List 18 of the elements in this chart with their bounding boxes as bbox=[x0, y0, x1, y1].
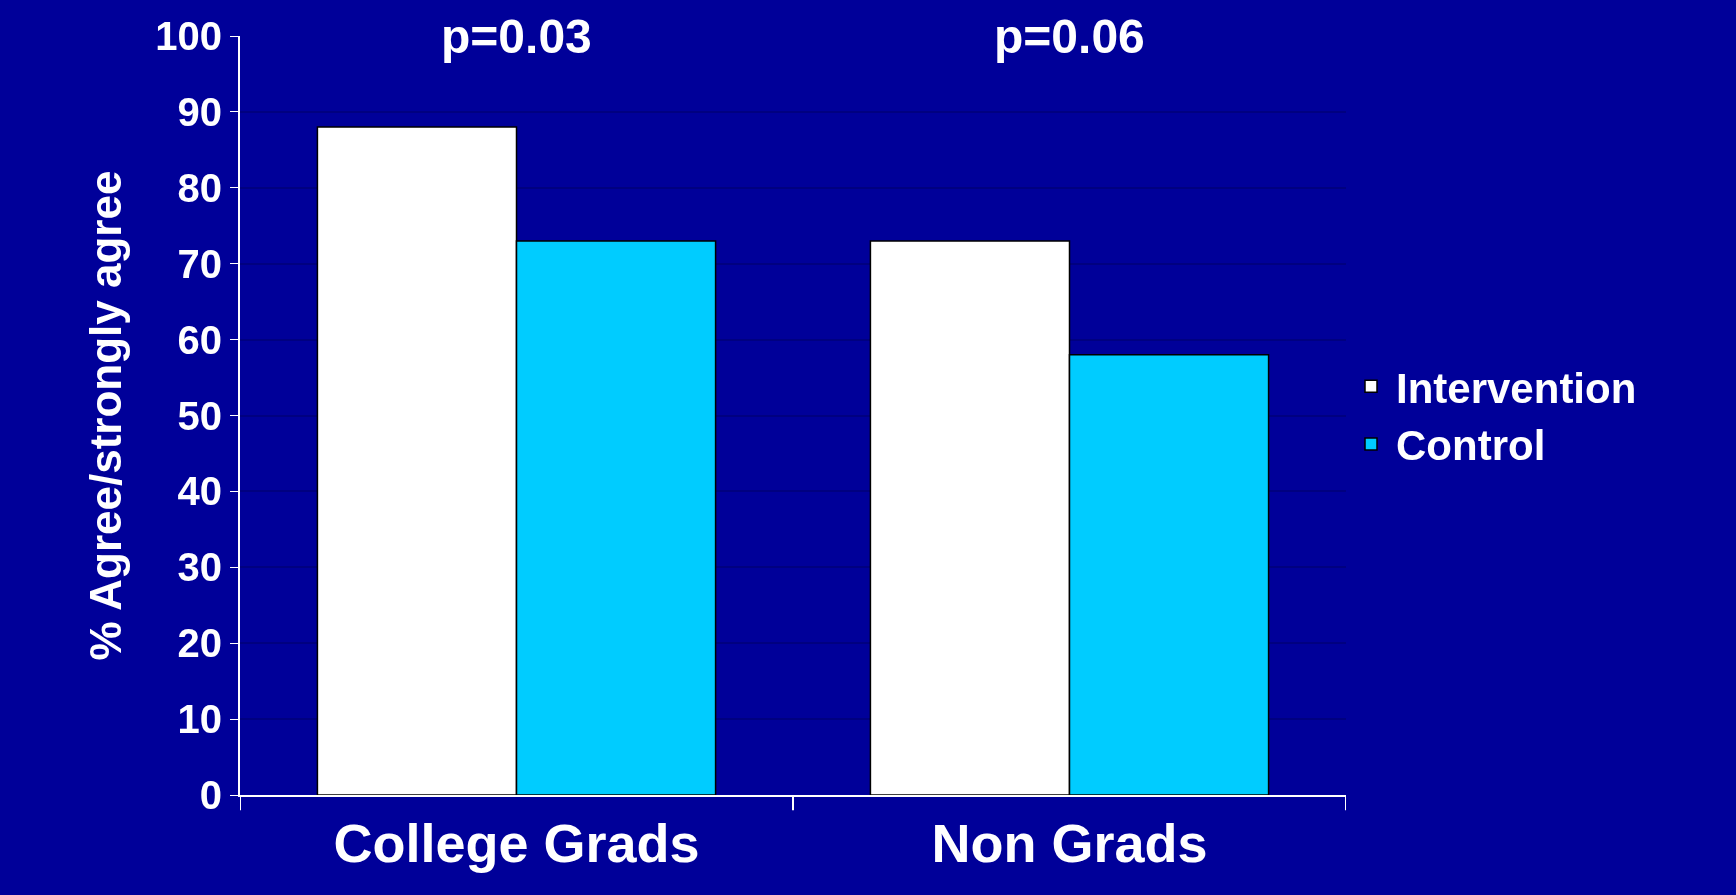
y-tick-label: 60 bbox=[177, 317, 222, 362]
y-tick-label: 100 bbox=[155, 14, 222, 58]
legend-label: Control bbox=[1396, 422, 1546, 470]
legend-label: Intervention bbox=[1396, 364, 1637, 412]
y-tick-label: 0 bbox=[199, 773, 222, 817]
annotation: p=0.06 bbox=[994, 10, 1145, 63]
y-axis-title: % Agree/strongly agree bbox=[80, 170, 130, 661]
y-tick-label: 70 bbox=[177, 241, 222, 286]
y-tick-label: 10 bbox=[177, 697, 222, 742]
annotation: p=0.03 bbox=[441, 10, 592, 63]
y-tick-label: 90 bbox=[177, 89, 222, 134]
y-tick-label: 20 bbox=[177, 621, 222, 666]
y-tick-label: 80 bbox=[177, 165, 222, 210]
y-tick-label: 30 bbox=[177, 545, 222, 590]
y-tick-label: 40 bbox=[177, 469, 222, 514]
x-tick-label: Non Grads bbox=[931, 812, 1208, 873]
x-tick-label: College Grads bbox=[333, 812, 700, 873]
y-tick-label: 50 bbox=[177, 393, 222, 438]
